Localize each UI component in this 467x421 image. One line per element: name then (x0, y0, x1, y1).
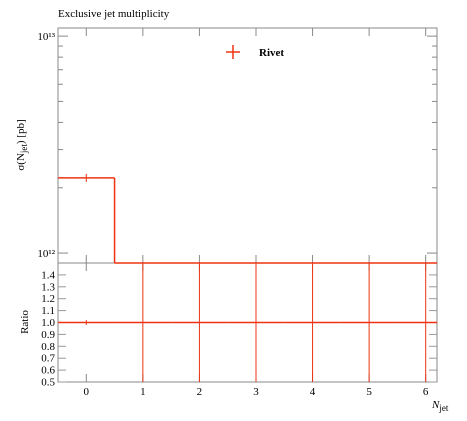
ratio-y-tick-label: 1.3 (41, 281, 55, 293)
x-tick-label: 5 (366, 386, 372, 398)
y-label-part: σ(N (15, 153, 27, 171)
y-label-sub: jet (19, 144, 29, 154)
ratio-y-tick-label: 0.9 (41, 329, 55, 341)
x-tick-label: 4 (310, 386, 316, 398)
ratio-y-tick-label: 1.0 (41, 317, 55, 329)
x-tick-label: 1 (140, 386, 146, 398)
x-label-sub: jet (438, 403, 448, 413)
ratio-y-tick-label: 0.7 (41, 353, 55, 365)
ratio-y-tick-label: 0.8 (41, 341, 55, 353)
x-tick-label: 0 (84, 386, 90, 398)
x-tick-label: 3 (253, 386, 259, 398)
y-label-part: ) [pb] (15, 119, 27, 144)
legend-label: Rivet (259, 47, 284, 59)
ratio-y-tick-label: 1.4 (41, 269, 55, 281)
y-tick-label: 10¹² (37, 248, 55, 260)
y-tick-label: 10¹³ (37, 31, 55, 43)
x-label-part: N (431, 399, 440, 411)
x-tick-label: 6 (423, 386, 429, 398)
ratio-y-label: Ratio (19, 310, 31, 334)
x-tick-label: 2 (197, 386, 203, 398)
ratio-y-tick-label: 1.1 (41, 305, 55, 317)
y-axis-label: σ(Njet) [pb] (15, 119, 29, 170)
chart-title: Exclusive jet multiplicity (58, 8, 170, 20)
ratio-y-tick-label: 0.5 (41, 377, 55, 389)
ratio-y-tick-label: 0.6 (41, 365, 55, 377)
ratio-y-tick-label: 1.2 (41, 293, 55, 305)
x-axis-label: Njet (431, 399, 449, 413)
